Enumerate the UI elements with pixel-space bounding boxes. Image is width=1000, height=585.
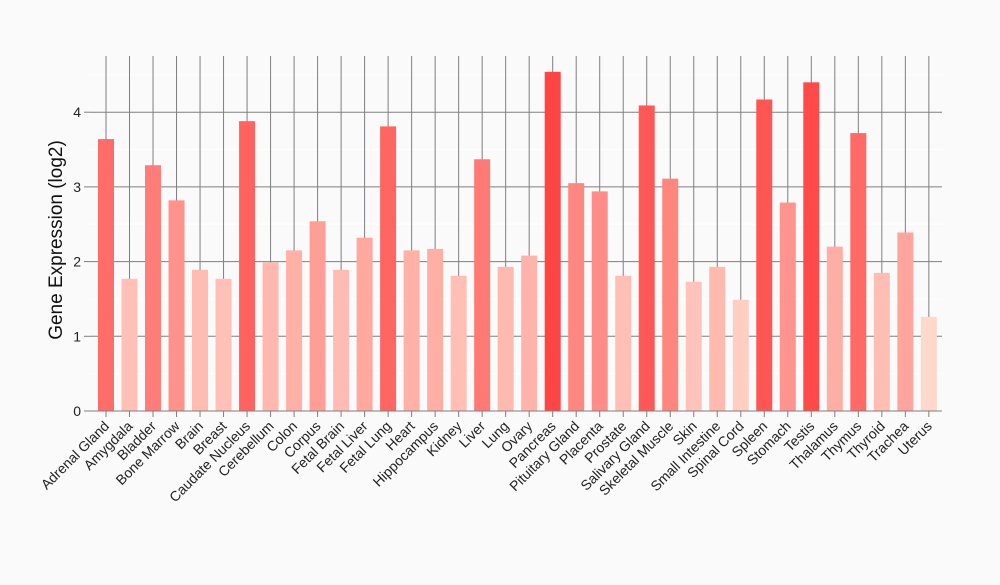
bar-salivary-gland [638,105,655,412]
bar-skin [685,281,702,411]
bar-fetal-brain [333,269,350,411]
y-tick-label: 4 [73,104,81,120]
bar-liver [474,159,491,411]
bar-spleen [756,99,773,411]
y-tick-label: 3 [73,179,81,195]
bar-adrenal-gland [98,139,114,412]
bar-thymus [850,133,867,411]
bar-pancreas [544,71,561,411]
bar-small-intestine [709,266,726,411]
bar-testis [803,82,820,411]
bar-uterus [920,316,937,411]
y-tick-label: 2 [73,254,81,270]
bar-heart [403,250,420,411]
bar-skeletal-muscle [662,178,679,411]
bar-trachea [897,232,914,411]
bar-fetal-lung [380,126,397,411]
bar-hippocampus [427,248,444,411]
bar-thyroid [873,272,890,411]
bar-fetal-liver [356,237,373,411]
bar-stomach [779,202,796,411]
bar-colon [286,250,303,411]
bar-lung [497,266,514,411]
bar-amygdala [121,278,138,411]
bar-kidney [450,275,467,411]
bar-brain [192,269,209,411]
bars [98,71,937,412]
bar-breast [215,278,232,411]
bar-pituitary-gland [568,183,585,411]
bar-bladder [145,165,162,411]
bar-placenta [591,191,608,411]
bar-bone-marrow [168,200,185,411]
y-tick-label: 1 [73,328,81,344]
bar-corpus [309,221,326,411]
bar-prostate [615,275,632,411]
bar-thalamus [826,246,843,411]
bar-spinal-cord [732,299,749,411]
bar-cerebellum [262,262,279,411]
y-tick-label: 0 [73,403,81,419]
bar-ovary [521,255,538,411]
bar-caudate-nucleus [239,121,256,411]
y-axis-label: Gene Expression (log2) [46,140,67,340]
